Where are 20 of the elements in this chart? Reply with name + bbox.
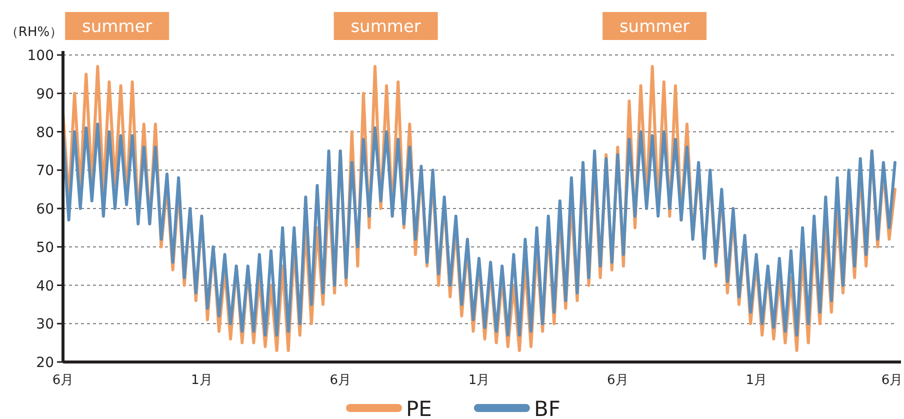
x-tick-label: 6月 [330,373,351,388]
y-tick-label: 50 [36,240,54,256]
line-series [62,122,896,337]
y-tick-label: 30 [36,316,54,333]
legend-label: BF [534,397,560,419]
y-tick-label: 40 [36,278,54,294]
x-tick-label: 1月 [191,373,212,388]
y-tick-label: 20 [36,355,54,371]
legend-label: PE [406,397,432,419]
x-tick-label: 6月 [52,373,74,388]
y-tick-label: 70 [36,163,54,180]
x-tick-label: 6月 [881,373,903,388]
x-tick-label: 6月 [607,373,628,388]
y-tick-label: 100 [27,48,54,64]
y-tick-label: 80 [36,124,54,141]
x-tick-label: 1月 [468,373,490,388]
y-tick-label: 90 [36,86,54,102]
x-tick-label: 1月 [746,373,767,388]
y-tick-label: 60 [36,202,54,218]
y-axis-title: （RH%） [5,25,63,40]
